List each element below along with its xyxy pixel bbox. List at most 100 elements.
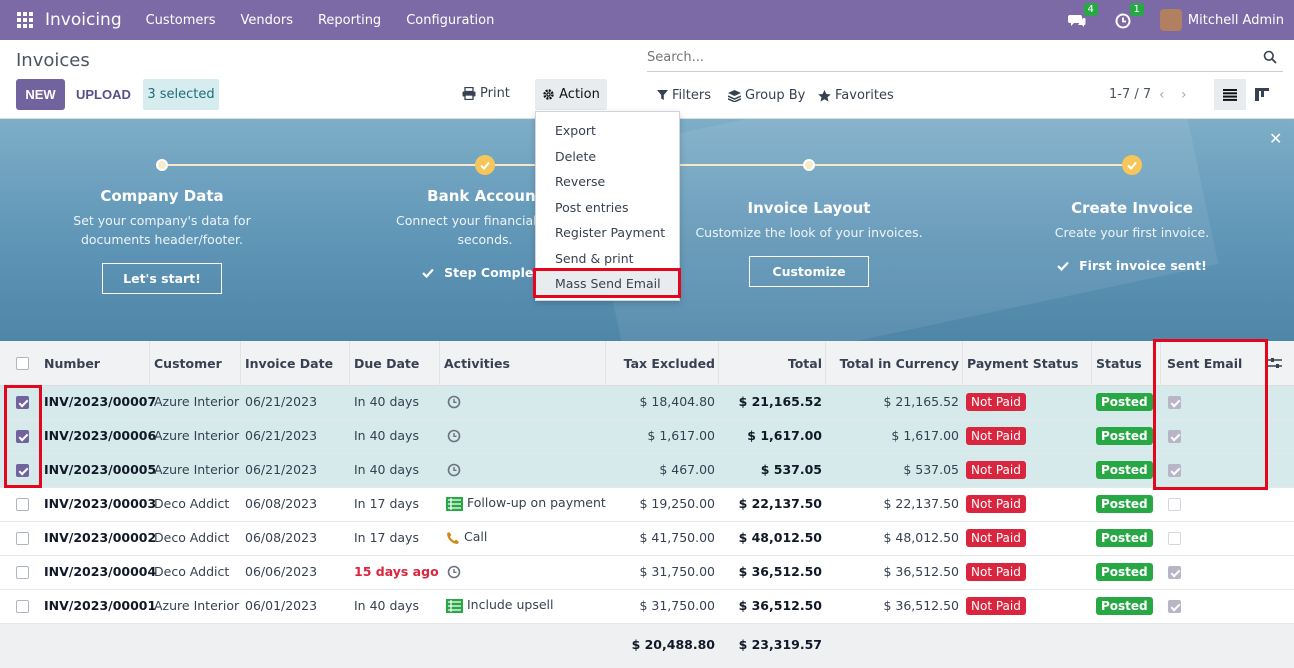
column-settings-icon[interactable] <box>1268 357 1282 369</box>
activity-cell[interactable] <box>447 429 461 443</box>
menu-item-register-payment[interactable]: Register Payment <box>555 225 666 240</box>
row-select-checkbox[interactable] <box>16 464 29 477</box>
action-button[interactable]: Action <box>535 79 607 110</box>
table-row[interactable]: INV/2023/00002 Deco Addict 06/08/2023 In 17… <box>0 522 1294 556</box>
column-separator <box>1160 341 1161 386</box>
column-total[interactable]: Total <box>787 356 822 371</box>
favorites-button[interactable]: Favorites <box>818 88 894 103</box>
column-separator <box>349 341 350 386</box>
list-view-button[interactable] <box>1214 79 1246 110</box>
filters-button[interactable]: Filters <box>657 88 711 103</box>
column-tax-excluded[interactable]: Tax Excluded <box>623 356 715 371</box>
activity-cell[interactable]: Include upsell <box>446 597 553 613</box>
activity-cell[interactable] <box>447 463 461 477</box>
chat-icon <box>1067 15 1086 27</box>
user-menu[interactable]: Mitchell Admin <box>1187 12 1284 28</box>
invoice-number: INV/2023/00005 <box>44 462 157 477</box>
menu-item-mass-send-email[interactable]: Mass Send Email <box>536 271 679 297</box>
due-date: In 40 days <box>354 428 419 443</box>
menu-item-delete[interactable]: Delete <box>555 148 597 164</box>
clock-icon[interactable] <box>447 463 461 477</box>
table-row[interactable]: INV/2023/00005 Azure Interior 06/21/2023 In… <box>0 454 1294 488</box>
upload-button[interactable]: UPLOAD <box>72 79 135 110</box>
selected-count-badge[interactable]: 3 selected <box>143 79 219 110</box>
lets-start-button[interactable]: Let's start! <box>102 263 222 294</box>
printer-icon <box>462 87 476 100</box>
new-button[interactable]: NEW <box>16 79 65 110</box>
activities-button[interactable]: 1 <box>1114 3 1144 29</box>
clock-icon[interactable] <box>447 395 461 409</box>
total-in-currency: $ 36,512.50 <box>883 598 959 613</box>
column-status[interactable]: Status <box>1096 356 1142 371</box>
invoice-number: INV/2023/00001 <box>44 598 157 613</box>
column-sent-email[interactable]: Sent Email <box>1167 356 1243 371</box>
step-title: Invoice Layout <box>747 199 871 217</box>
table-row[interactable]: INV/2023/00003 Deco Addict 06/08/2023 In 17… <box>0 488 1294 522</box>
customize-button[interactable]: Customize <box>749 256 869 287</box>
menu-reporting[interactable]: Reporting <box>317 12 382 28</box>
messages-button[interactable]: 4 <box>1067 3 1098 29</box>
row-select-checkbox[interactable] <box>16 600 29 613</box>
column-total-currency[interactable]: Total in Currency <box>839 356 959 371</box>
pager-prev-icon[interactable]: ‹ <box>1159 87 1165 103</box>
row-select-checkbox[interactable] <box>16 396 29 409</box>
total-in-currency: $ 1,617.00 <box>891 428 959 443</box>
sent-email-checkbox <box>1168 430 1181 443</box>
first-invoice-status: First invoice sent! <box>977 258 1287 273</box>
table-row[interactable]: INV/2023/00007 Azure Interior 06/21/2023 In… <box>0 386 1294 420</box>
search-icon[interactable] <box>1263 50 1277 64</box>
column-separator <box>718 341 719 386</box>
column-due-date[interactable]: Due Date <box>354 356 420 371</box>
payment-status-badge: Not Paid <box>966 597 1026 615</box>
column-payment-status[interactable]: Payment Status <box>967 356 1079 371</box>
row-select-checkbox[interactable] <box>16 498 29 511</box>
menu-item-post-entries[interactable]: Post entries <box>555 199 629 215</box>
table-row[interactable]: INV/2023/00004 Deco Addict 06/06/2023 15 da… <box>0 556 1294 590</box>
payment-status-badge: Not Paid <box>966 461 1026 479</box>
clock-icon[interactable] <box>447 565 461 579</box>
column-separator <box>1091 341 1092 386</box>
avatar[interactable] <box>1159 9 1182 31</box>
activity-cell[interactable] <box>447 565 461 579</box>
app-brand[interactable]: Invoicing <box>45 10 122 30</box>
tax-excluded: $ 1,617.00 <box>647 428 715 443</box>
clock-icon[interactable] <box>447 429 461 443</box>
sent-email-highlight <box>1153 339 1268 490</box>
search-input[interactable] <box>647 50 1247 65</box>
print-button[interactable]: Print <box>462 86 510 101</box>
activity-cell[interactable]: Follow-up on payment <box>446 495 606 511</box>
table-row[interactable]: INV/2023/00001 Azure Interior 06/01/2023 In… <box>0 590 1294 624</box>
activity-cell[interactable] <box>447 395 461 409</box>
activity-cell[interactable]: Call <box>446 529 487 545</box>
pager-next-icon[interactable]: › <box>1181 87 1187 103</box>
column-invoice-date[interactable]: Invoice Date <box>245 356 334 371</box>
column-separator <box>962 341 963 386</box>
row-select-checkbox[interactable] <box>16 430 29 443</box>
status-badge: Posted <box>1096 529 1153 547</box>
column-separator <box>825 341 826 386</box>
column-activities[interactable]: Activities <box>444 356 510 371</box>
group-by-button[interactable]: Group By <box>728 88 805 103</box>
menu-customers[interactable]: Customers <box>145 12 216 28</box>
kanban-view-button[interactable] <box>1246 79 1278 110</box>
close-icon[interactable]: ✕ <box>1269 129 1283 148</box>
menu-item-export[interactable]: Export <box>555 123 596 138</box>
invoice-date: 06/06/2023 <box>245 564 318 579</box>
menu-vendors[interactable]: Vendors <box>240 12 293 28</box>
table-row[interactable]: INV/2023/00006 Azure Interior 06/21/2023 In… <box>0 420 1294 454</box>
menu-item-send-print[interactable]: Send & print <box>555 250 634 266</box>
select-all-checkbox[interactable] <box>16 357 29 370</box>
apps-menu-icon[interactable] <box>17 12 33 28</box>
step-check-bank <box>475 155 495 175</box>
menu-configuration[interactable]: Configuration <box>406 12 495 28</box>
row-select-checkbox[interactable] <box>16 532 29 545</box>
due-date: In 17 days <box>354 496 419 511</box>
search-bar <box>647 46 1283 72</box>
menu-item-reverse[interactable]: Reverse <box>555 174 606 189</box>
column-customer[interactable]: Customer <box>154 356 222 371</box>
due-date: In 17 days <box>354 530 419 545</box>
column-number[interactable]: Number <box>44 356 100 371</box>
pager-value[interactable]: 1-7 / 7 <box>1109 87 1152 102</box>
step-create-invoice: Create Invoice Create your first invoice… <box>977 199 1287 273</box>
row-select-checkbox[interactable] <box>16 566 29 579</box>
